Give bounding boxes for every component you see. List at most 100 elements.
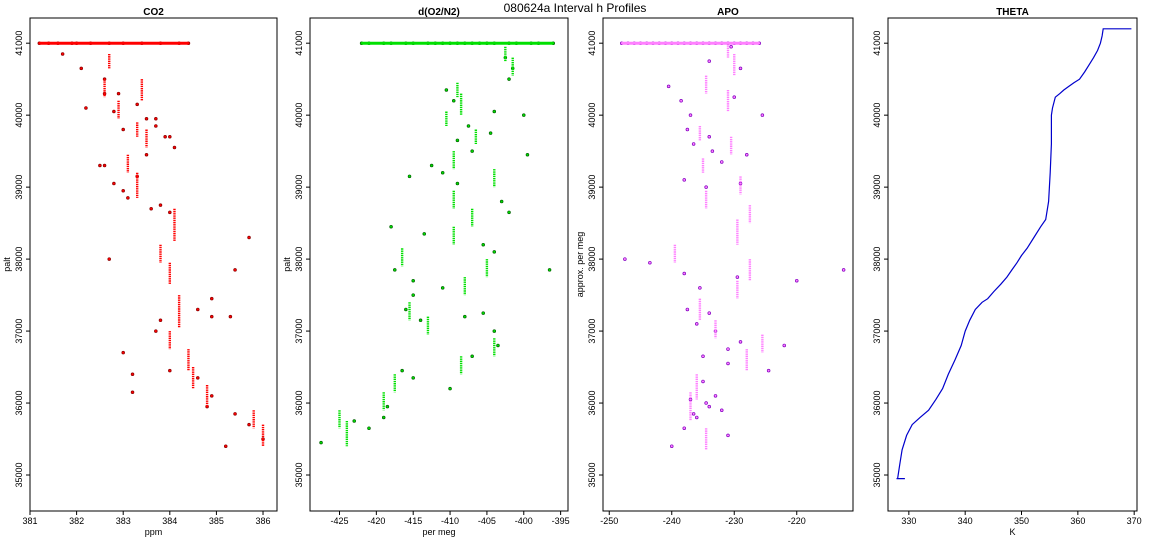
data-point [496, 343, 500, 348]
y-tick-label: 36000 [294, 391, 304, 416]
data-point [679, 99, 683, 103]
x-tick-label: -410 [441, 516, 459, 526]
data-point [112, 109, 116, 114]
data-point [463, 314, 467, 319]
x-tick-label: -230 [725, 516, 743, 526]
data-point [407, 174, 412, 179]
data-point [107, 257, 111, 261]
data-point [481, 242, 485, 247]
data-point [729, 45, 733, 49]
data-point [418, 318, 423, 323]
data-point [444, 88, 449, 92]
data-point [400, 368, 404, 373]
x-tick-label: 350 [1014, 516, 1029, 526]
data-point [685, 307, 690, 312]
x-tick-label: -220 [788, 516, 806, 526]
data-point [688, 113, 693, 117]
y-tick-label: 38000 [872, 247, 882, 272]
data-point [210, 394, 214, 398]
data-point [163, 135, 167, 139]
x-tick-label: -400 [515, 516, 533, 526]
plot-frame [887, 17, 1138, 512]
y-tick-label: 36000 [872, 391, 882, 416]
data-point [158, 203, 163, 207]
data-point [367, 426, 371, 430]
panel-title: d(O2/N2) [418, 7, 460, 18]
data-point [455, 138, 460, 143]
panel-title: THETA [996, 7, 1029, 18]
y-tick-label: 38000 [587, 247, 597, 272]
data-point [149, 206, 153, 211]
y-tick-label: 41000 [14, 31, 24, 56]
data-point [233, 412, 237, 416]
data-point [247, 235, 251, 240]
data-point [682, 178, 686, 182]
data-point [507, 210, 511, 215]
data-point [726, 433, 730, 438]
data-point [794, 278, 799, 283]
data-point [79, 66, 84, 71]
data-point [719, 408, 724, 412]
data-point [691, 142, 696, 146]
data-point [411, 278, 415, 283]
y-tick-label: 36000 [587, 391, 597, 416]
x-tick-label: -250 [600, 516, 618, 526]
y-tick-label: 36000 [14, 391, 24, 416]
data-point [116, 91, 121, 96]
data-point [726, 347, 730, 351]
x-tick-label: 382 [69, 516, 84, 526]
y-tick-label: 40000 [14, 103, 24, 128]
data-point [666, 84, 671, 89]
panel-3: THETA 330 340 350 360 370 35000 36000 37000 38000… [872, 7, 1142, 537]
x-tick-label: 384 [162, 516, 177, 526]
data-point [411, 376, 415, 380]
y-tick-label: 41000 [294, 31, 304, 56]
data-point [381, 415, 386, 420]
data-point [707, 311, 711, 315]
data-point [389, 224, 393, 229]
data-point [492, 109, 497, 114]
x-axis-label: per meg [422, 527, 455, 537]
data-point [470, 354, 474, 359]
data-point [744, 152, 749, 157]
data-point [154, 124, 158, 128]
y-tick-label: 38000 [294, 247, 304, 272]
data-point [648, 260, 652, 265]
plot-frame [602, 17, 854, 512]
data-point [766, 368, 771, 373]
data-point [422, 232, 427, 236]
series-line [896, 28, 1132, 480]
data-point [144, 117, 149, 121]
x-tick-label: -420 [367, 516, 385, 526]
x-tick-label: -415 [404, 516, 422, 526]
data-point [130, 390, 135, 394]
y-tick-label: 39000 [14, 175, 24, 200]
x-tick-label: -395 [552, 516, 570, 526]
x-tick-label: 370 [1127, 516, 1142, 526]
data-point [481, 311, 485, 315]
data-point [247, 422, 251, 427]
data-point [710, 149, 715, 153]
data-point [701, 354, 705, 359]
y-tick-label: 37000 [14, 319, 24, 344]
panel-2: APO -250 -240 -230 -220 35000 36000 37000 38000 3… [575, 7, 854, 526]
data-point [704, 401, 708, 405]
data-point [522, 113, 526, 117]
y-tick-label: 35000 [14, 462, 24, 487]
y-tick-label: 41000 [872, 31, 882, 56]
data-point [154, 117, 158, 121]
data-point [466, 124, 471, 128]
data-point [130, 372, 135, 377]
y-tick-label: 40000 [294, 103, 304, 128]
data-point [713, 394, 718, 398]
data-point [735, 275, 740, 279]
data-point [492, 250, 497, 254]
plot-frame [309, 17, 569, 512]
data-point [682, 271, 686, 276]
y-axis-label: palt [2, 257, 12, 272]
data-point [707, 404, 711, 409]
data-point [168, 135, 172, 139]
data-point [451, 99, 456, 103]
x-tick-label: 381 [22, 516, 37, 526]
data-point [704, 185, 708, 189]
